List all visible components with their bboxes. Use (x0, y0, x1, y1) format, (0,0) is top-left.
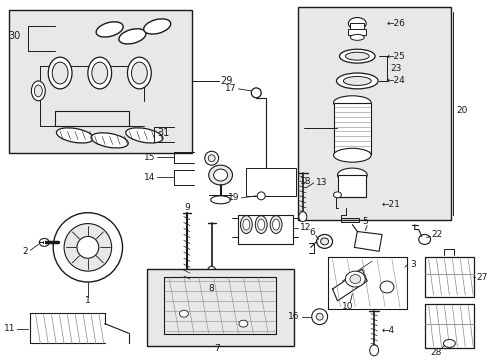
Ellipse shape (343, 76, 370, 85)
Ellipse shape (298, 212, 306, 222)
Ellipse shape (369, 345, 378, 356)
Text: 19: 19 (227, 193, 239, 202)
Ellipse shape (208, 165, 232, 185)
Text: ←24: ←24 (386, 76, 405, 85)
Ellipse shape (39, 238, 49, 246)
Ellipse shape (88, 57, 111, 89)
Text: 3: 3 (409, 260, 415, 269)
Ellipse shape (31, 81, 45, 101)
Ellipse shape (349, 35, 364, 40)
Ellipse shape (179, 310, 188, 317)
Bar (147, 269, 293, 346)
Bar (246, 168, 295, 196)
Ellipse shape (96, 22, 123, 37)
Text: ←4: ←4 (381, 326, 394, 335)
Ellipse shape (91, 133, 128, 148)
Ellipse shape (311, 309, 327, 325)
Bar (349, 23, 364, 31)
Text: 10: 10 (341, 302, 352, 311)
Ellipse shape (92, 62, 107, 84)
Ellipse shape (349, 275, 360, 284)
Text: 17: 17 (224, 84, 236, 93)
Text: 9: 9 (183, 203, 189, 212)
Text: 30: 30 (9, 31, 21, 41)
Ellipse shape (206, 266, 216, 282)
Ellipse shape (127, 57, 151, 89)
Text: 23: 23 (389, 64, 401, 73)
Text: 12: 12 (299, 223, 310, 232)
Text: 2: 2 (23, 247, 28, 256)
Text: 13: 13 (315, 179, 326, 188)
Ellipse shape (379, 281, 393, 293)
Bar (347, 30, 366, 35)
Text: ←26: ←26 (386, 19, 405, 28)
Ellipse shape (336, 73, 377, 89)
Ellipse shape (119, 29, 145, 44)
Ellipse shape (125, 128, 163, 143)
Ellipse shape (34, 85, 42, 97)
Text: 5: 5 (362, 217, 367, 226)
Text: 7: 7 (213, 344, 219, 353)
Ellipse shape (257, 219, 264, 230)
Bar (297, 6, 450, 220)
Ellipse shape (240, 216, 252, 234)
Text: 8: 8 (208, 284, 214, 293)
Text: 20: 20 (455, 106, 467, 115)
Text: ←25: ←25 (386, 52, 405, 61)
Ellipse shape (333, 148, 370, 162)
Bar (9, 10, 191, 153)
Text: 22: 22 (431, 230, 442, 239)
Text: ←21: ←21 (381, 200, 400, 209)
Text: 16: 16 (288, 312, 299, 321)
Ellipse shape (320, 238, 328, 245)
Bar (333, 103, 370, 154)
Ellipse shape (337, 168, 366, 182)
Text: 6: 6 (309, 228, 315, 237)
Ellipse shape (52, 62, 68, 84)
Ellipse shape (210, 196, 230, 204)
Text: 18: 18 (299, 177, 311, 186)
Ellipse shape (443, 339, 454, 347)
Ellipse shape (204, 151, 218, 165)
Ellipse shape (345, 271, 365, 287)
Ellipse shape (316, 234, 332, 248)
Ellipse shape (53, 213, 122, 282)
Ellipse shape (243, 219, 249, 230)
Ellipse shape (77, 237, 99, 258)
Ellipse shape (272, 219, 279, 230)
Ellipse shape (333, 192, 341, 198)
Text: 11: 11 (4, 324, 16, 333)
Text: 1: 1 (85, 296, 91, 305)
Ellipse shape (143, 19, 170, 34)
Ellipse shape (239, 320, 247, 327)
Ellipse shape (255, 216, 266, 234)
Ellipse shape (316, 313, 323, 320)
Text: 15: 15 (143, 153, 155, 162)
Ellipse shape (333, 96, 370, 110)
Ellipse shape (208, 155, 215, 162)
Ellipse shape (213, 169, 227, 181)
Ellipse shape (257, 192, 264, 200)
Ellipse shape (251, 88, 261, 98)
Ellipse shape (269, 216, 282, 234)
Ellipse shape (345, 52, 368, 60)
Text: 28: 28 (430, 348, 441, 357)
Ellipse shape (418, 234, 430, 244)
Ellipse shape (347, 18, 366, 30)
Ellipse shape (64, 224, 111, 271)
Ellipse shape (131, 62, 147, 84)
Text: 27: 27 (475, 273, 487, 282)
Bar (338, 175, 366, 197)
Ellipse shape (339, 49, 374, 63)
Text: 31: 31 (157, 129, 169, 139)
Text: 14: 14 (143, 172, 155, 181)
Text: 29: 29 (220, 76, 232, 86)
Ellipse shape (48, 57, 72, 89)
Ellipse shape (56, 128, 93, 143)
